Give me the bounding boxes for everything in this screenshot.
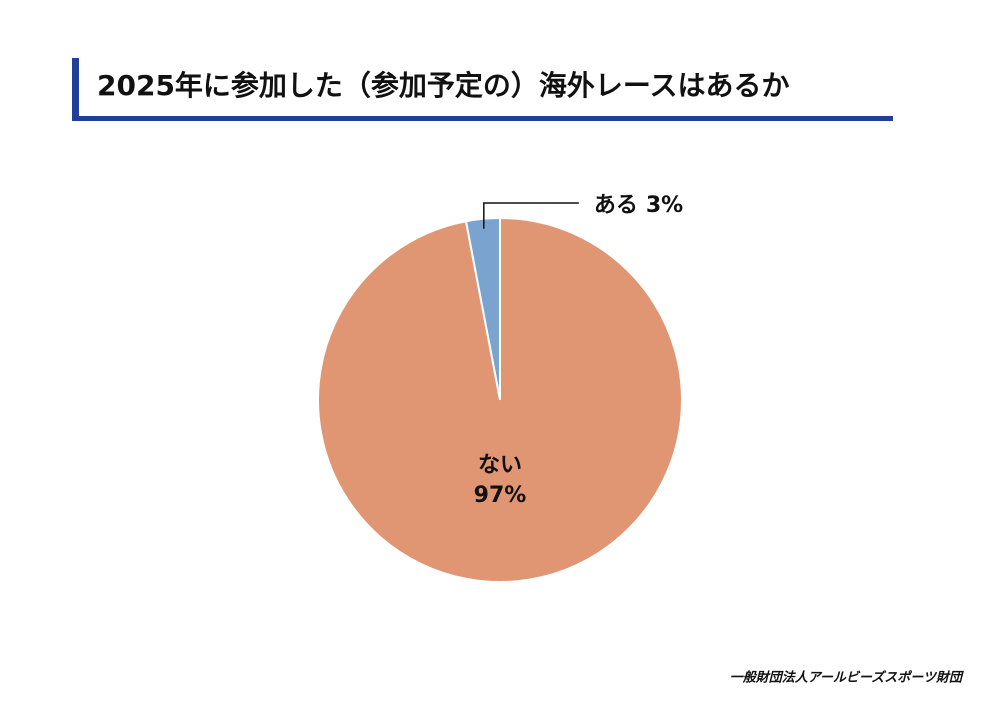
value-label: 3% — [646, 193, 683, 218]
source: 一般財団法人アールビーズスポーツ財団 — [730, 670, 964, 686]
category-label: ある — [594, 193, 638, 218]
chart-title: 2025年に参加した（参加予定の）海外レースはあるか — [97, 69, 790, 102]
title-bar — [72, 58, 79, 120]
slice-label: ある 3% — [594, 193, 683, 218]
category-label: ない — [478, 453, 522, 478]
leader-line — [483, 202, 579, 229]
value-label: 97% — [474, 483, 527, 508]
pie — [317, 216, 683, 583]
pie-slice — [317, 216, 683, 583]
title-underline — [72, 116, 893, 121]
